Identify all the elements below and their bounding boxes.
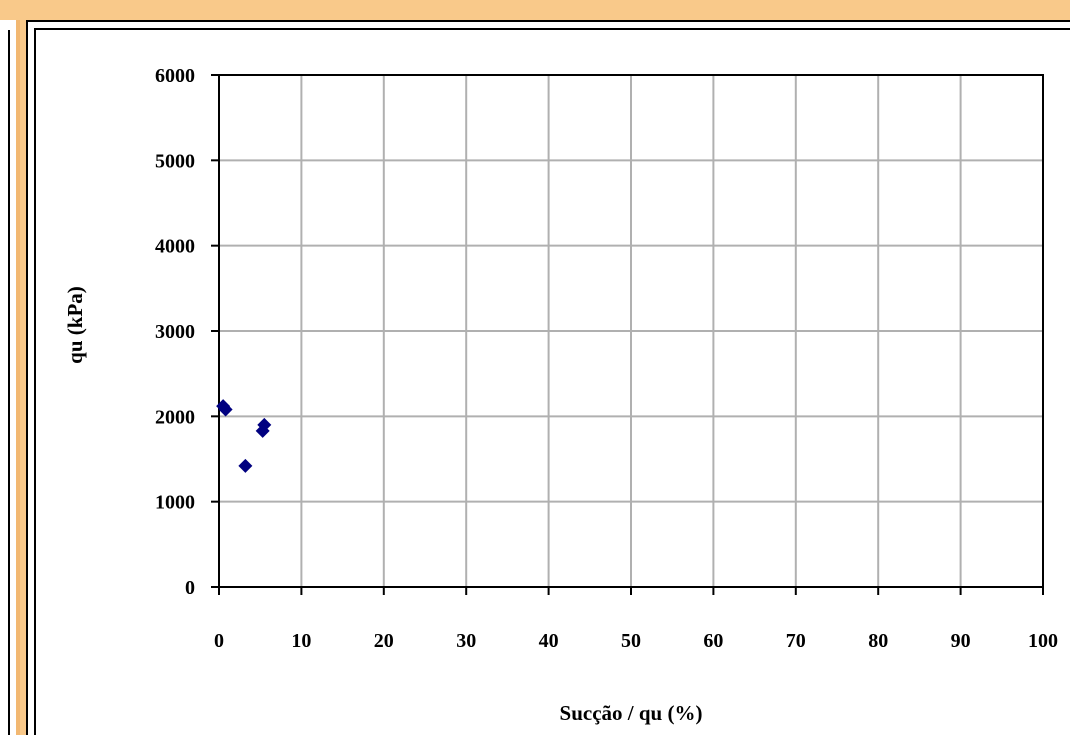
chart-frame-inner [34, 28, 1070, 735]
x-tick-label: 30 [456, 630, 476, 652]
x-tick-label: 80 [868, 630, 888, 652]
grid-layer [219, 75, 1043, 587]
x-tick-label: 40 [539, 630, 559, 652]
x-tick-label: 60 [703, 630, 723, 652]
x-tick-label: 10 [291, 630, 311, 652]
left-panel-line [8, 30, 10, 735]
point-layer [216, 399, 272, 473]
left-panel [0, 20, 20, 735]
data-point [218, 402, 233, 417]
data-point [238, 458, 253, 473]
x-axis-title: Sucção / qu (%) [560, 701, 703, 725]
y-tick-label: 3000 [155, 321, 195, 343]
x-tick-label: 20 [374, 630, 394, 652]
x-tick-label: 70 [786, 630, 806, 652]
y-tick-label: 0 [185, 577, 195, 599]
y-axis-title: qu (kPa) [63, 286, 87, 364]
y-tick-label: 4000 [155, 236, 195, 258]
x-tick-label: 0 [214, 630, 224, 652]
y-tick-label: 2000 [155, 406, 195, 428]
top-band [0, 0, 1070, 20]
tick-layer: 0 10 20 30 40 50 60 70 80 90 100010002000300040005… [155, 65, 1058, 652]
y-tick-label: 1000 [155, 492, 195, 514]
x-tick-label: 90 [951, 630, 971, 652]
data-point [257, 417, 272, 432]
x-tick-label: 50 [621, 630, 641, 652]
x-tick-label: 100 [1028, 630, 1058, 652]
y-tick-label: 5000 [155, 150, 195, 172]
y-tick-label: 6000 [155, 65, 195, 87]
